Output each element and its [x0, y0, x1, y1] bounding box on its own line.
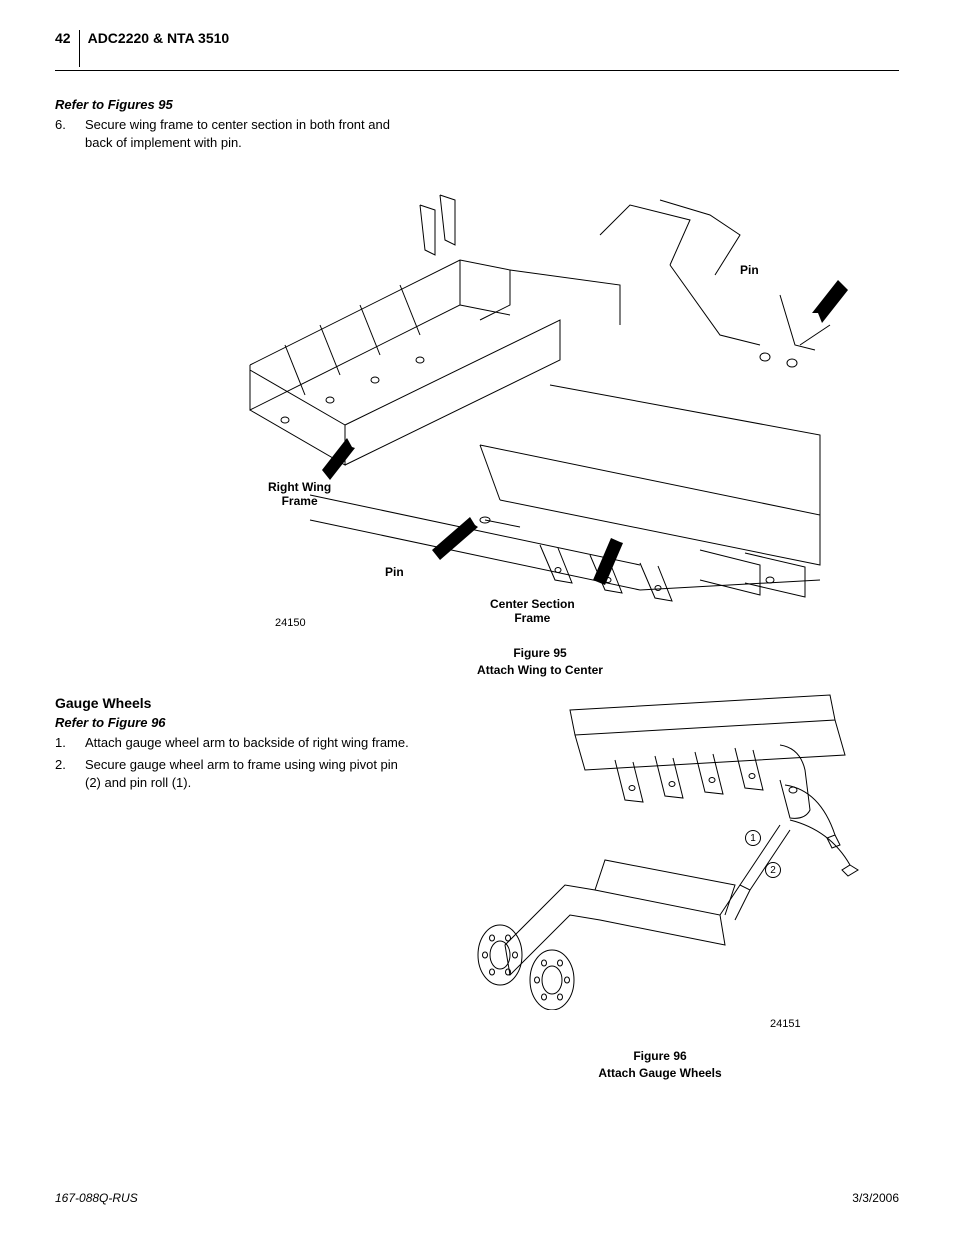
list-item: 1. Attach gauge wheel arm to backside of… — [55, 734, 435, 752]
figure-95-caption: Figure 95 Attach Wing to Center — [200, 645, 880, 679]
page-number: 42 — [55, 30, 80, 67]
figure-95-container: Pin Right Wing Frame Pin Center Section … — [200, 185, 880, 635]
page-header: 42 ADC2220 & NTA 3510 — [55, 30, 899, 67]
callout-2: 2 — [765, 862, 781, 878]
label-right-wing-frame: Right Wing Frame — [268, 480, 331, 508]
figure-95-caption-line2: Attach Wing to Center — [200, 662, 880, 679]
footer-date: 3/3/2006 — [852, 1191, 899, 1205]
drawing-number-96: 24151 — [770, 1018, 801, 1030]
header-rule — [55, 70, 899, 71]
list-text: Secure wing frame to center section in b… — [85, 116, 415, 152]
section-1-content: Refer to Figures 95 6. Secure wing frame… — [55, 97, 899, 152]
figure-96-container: 1 2 24151 Figure 96 Attach Gauge Wheels — [440, 690, 880, 1040]
figure-95-drawing — [200, 185, 880, 635]
list-number: 6. — [55, 116, 85, 152]
list-item: 2. Secure gauge wheel arm to frame using… — [55, 756, 435, 792]
list-number: 2. — [55, 756, 85, 792]
page-footer: 167-088Q-RUS 3/3/2006 — [55, 1191, 899, 1205]
footer-doc-id: 167-088Q-RUS — [55, 1191, 138, 1205]
callout-1: 1 — [745, 830, 761, 846]
figure-95-caption-line1: Figure 95 — [200, 645, 880, 662]
refer-text-2: Refer to Figure 96 — [55, 715, 435, 730]
figure-96-caption-line1: Figure 96 — [440, 1048, 880, 1065]
gauge-wheels-heading: Gauge Wheels — [55, 695, 435, 711]
figure-96-caption: Figure 96 Attach Gauge Wheels — [440, 1048, 880, 1082]
label-pin-bottom: Pin — [385, 565, 404, 579]
figure-96-drawing — [440, 690, 880, 1010]
list-number: 1. — [55, 734, 85, 752]
list-item: 6. Secure wing frame to center section i… — [55, 116, 899, 152]
section-2-content: Gauge Wheels Refer to Figure 96 1. Attac… — [55, 695, 435, 797]
drawing-number-95: 24150 — [275, 617, 306, 629]
figure-96-caption-line2: Attach Gauge Wheels — [440, 1065, 880, 1082]
label-center-section-frame: Center Section Frame — [490, 597, 575, 625]
document-title: ADC2220 & NTA 3510 — [80, 30, 230, 66]
list-text: Secure gauge wheel arm to frame using wi… — [85, 756, 415, 792]
list-text: Attach gauge wheel arm to backside of ri… — [85, 734, 409, 752]
refer-text-1: Refer to Figures 95 — [55, 97, 899, 112]
label-pin-top: Pin — [740, 263, 759, 277]
